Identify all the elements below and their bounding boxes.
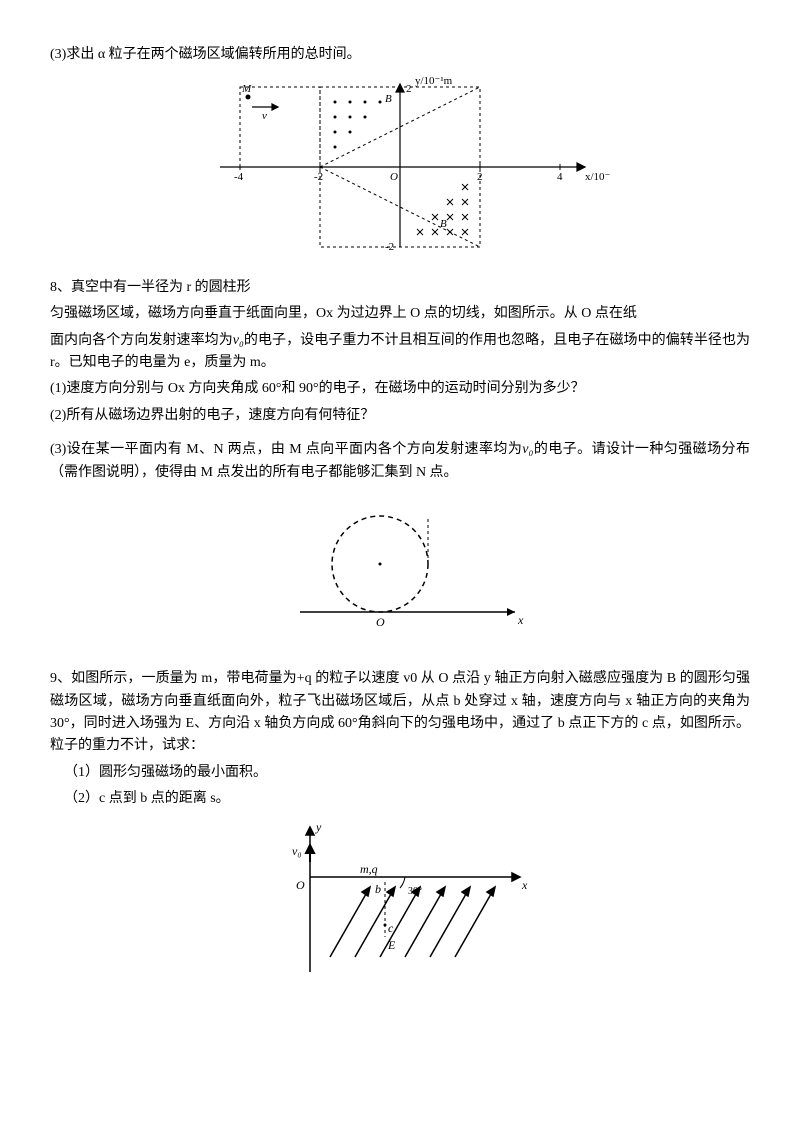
q9-p2: （1）圆形匀强磁场的最小面积。 (50, 762, 750, 784)
svg-text:2: 2 (477, 171, 483, 183)
svg-text:2: 2 (406, 83, 412, 95)
svg-text:-2: -2 (385, 241, 394, 253)
svg-text:c: c (388, 921, 394, 935)
svg-text:x: x (517, 613, 524, 627)
svg-text:E: E (387, 938, 396, 952)
q8-p4: (2)所有从磁场边界出射的电子，速度方向有何特征？ (50, 405, 750, 427)
svg-text:B: B (440, 218, 447, 230)
figure-2: O x (50, 504, 750, 662)
svg-text:v: v (262, 110, 267, 122)
svg-text:b: b (375, 882, 381, 896)
svg-text:y: y (315, 820, 322, 834)
figure-1: M v B B y/10⁻¹m x/10⁻¹m -4 -2 O 2 4 2 -2 (50, 72, 750, 270)
svg-text:-2: -2 (314, 171, 323, 183)
svg-text:x: x (521, 878, 528, 892)
svg-text:O: O (296, 878, 305, 892)
svg-text:B: B (385, 93, 392, 105)
svg-text:O: O (390, 171, 398, 183)
svg-text:m,q: m,q (360, 862, 378, 876)
figure-3: y v₀ O m,q b 30° x c E (50, 817, 750, 995)
svg-text:M: M (241, 83, 252, 95)
svg-text:-4: -4 (234, 171, 244, 183)
q9-p1: 9、如图所示，一质量为 m，带电荷量为+q 的粒子以速度 v0 从 O 点沿 y… (50, 668, 750, 758)
svg-text:30°: 30° (408, 886, 422, 897)
q8-p1: 匀强磁场区域，磁场方向垂直于纸面向里，Ox 为过边界上 O 点的切线，如图所示。… (50, 303, 750, 325)
svg-text:y/10⁻¹m: y/10⁻¹m (415, 75, 453, 87)
q-intro: (3)求出 α 粒子在两个磁场区域偏转所用的总时间。 (50, 44, 750, 66)
svg-text:O: O (376, 615, 385, 629)
q8-p3: (1)速度方向分别与 Ox 方向夹角成 60°和 90°的电子，在磁场中的运动时… (50, 378, 750, 400)
q8-p2: 面内向各个方向发射速率均为v₀的电子，设电子重力不计且相互间的作用也忽略，且电子… (50, 330, 750, 375)
svg-text:4: 4 (557, 171, 563, 183)
q8-p5: (3)设在某一平面内有 M、N 两点，由 M 点向平面内各个方向发射速率均为v₀… (50, 439, 750, 484)
q9-p3: （2）c 点到 b 点的距离 s。 (50, 788, 750, 810)
svg-text:x/10⁻¹m: x/10⁻¹m (585, 171, 610, 183)
q8-header: 8、真空中有一半径为 r 的圆柱形 (50, 277, 750, 299)
svg-text:v₀: v₀ (292, 844, 302, 858)
